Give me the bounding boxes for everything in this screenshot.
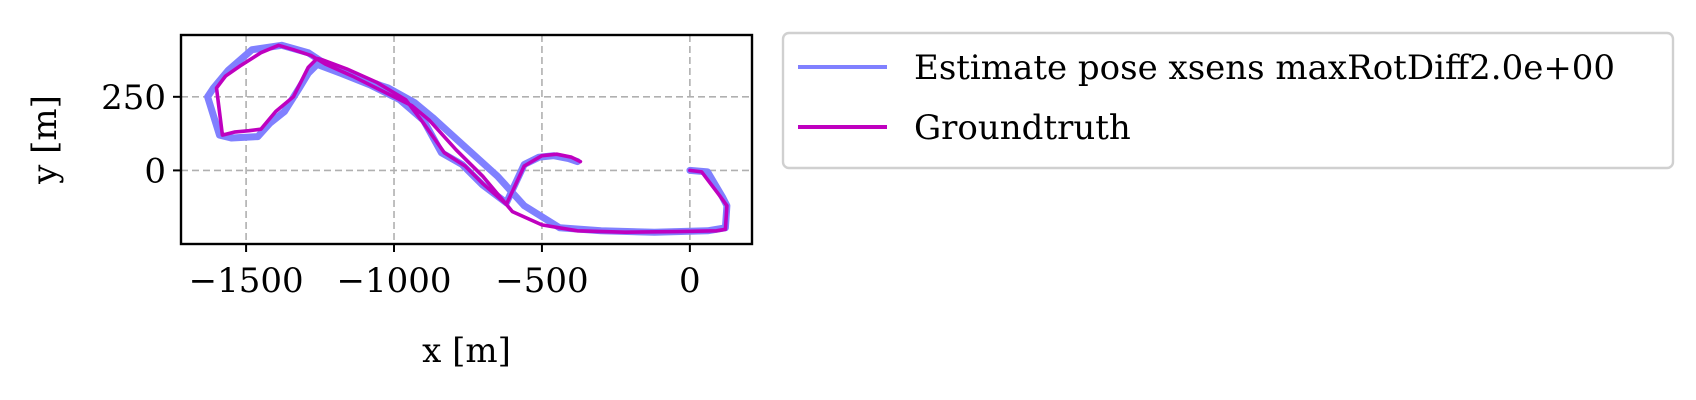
x-tick-label: −1000 [337, 261, 452, 301]
plot-frame [179, 33, 754, 246]
ticks: −1500 −1000 −500 0 0 250 [101, 78, 701, 301]
x-tick-label: −1500 [189, 261, 304, 301]
legend-box [781, 31, 1675, 170]
series-layer [204, 41, 731, 236]
legend: Estimate pose xsens maxRotDiff2.0e+00 Gr… [781, 31, 1675, 170]
x-tick-label: −500 [495, 261, 588, 301]
x-axis-label: x [m] [422, 331, 511, 371]
legend-label-estimate: Estimate pose xsens maxRotDiff2.0e+00 [914, 48, 1615, 88]
y-axis-label: y [m] [25, 95, 65, 185]
y-tick-label: 250 [101, 78, 166, 118]
y-tick-label: 0 [144, 151, 166, 191]
series-line-groundtruth [214, 43, 729, 234]
legend-label-groundtruth: Groundtruth [914, 108, 1131, 148]
x-tick-label: 0 [679, 261, 701, 301]
